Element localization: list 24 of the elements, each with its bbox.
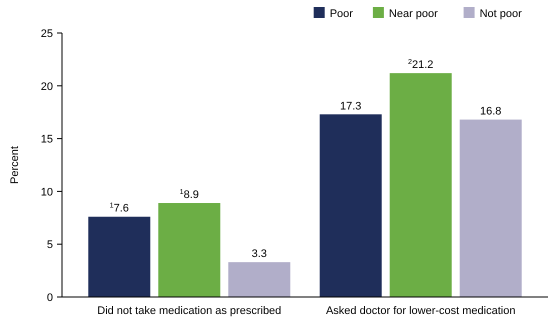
bar [228,262,290,297]
y-tick-label: 0 [46,292,53,304]
y-axis-title: Percent [9,146,21,184]
y-tick-label: 15 [40,134,53,146]
y-tick-label: 5 [46,239,53,252]
x-tick-label: Did not take medication as prescribed [97,305,282,317]
y-tick-label: 20 [40,80,53,93]
y-tick-label: 25 [40,28,53,40]
data-label: $^{2}$21.2 [408,58,434,72]
legend-label: Poor [330,8,354,20]
data-label: $^{1}$8.9 [180,188,199,202]
bar [460,120,522,297]
y-tick-label: 10 [40,186,53,198]
bar [390,73,452,297]
data-label: 16.8 [480,106,502,118]
bar [88,216,150,297]
legend-label: Not poor [480,8,522,20]
data-label: 17.3 [340,100,362,112]
bar [158,203,220,297]
data-label: $^{1}$7.6 [110,202,129,215]
bar [320,114,382,297]
data-label: 3.3 [252,248,267,260]
x-tick-label: Asked doctor for lower-cost medication [326,305,516,317]
legend-label: Near poor [388,8,438,20]
